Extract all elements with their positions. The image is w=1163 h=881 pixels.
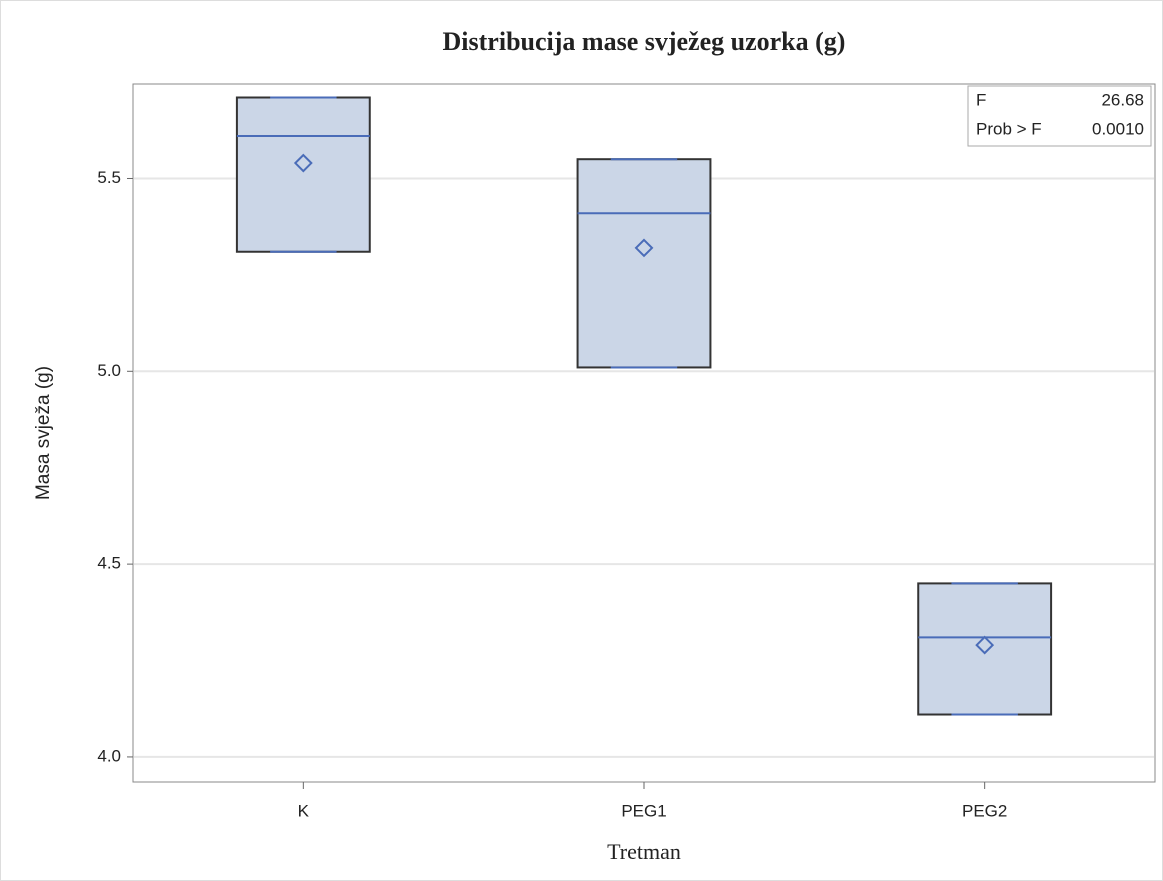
y-tick-label: 4.5 [97,554,121,573]
box [576,158,712,369]
x-tick-label: PEG2 [962,801,1007,820]
inset-value: 26.68 [1101,90,1144,109]
y-tick-label: 5.0 [97,361,121,380]
inset-label: Prob > F [976,119,1042,138]
y-tick-label: 4.0 [97,746,121,765]
x-axis-label: Tretman [607,839,681,864]
y-tick-label: 5.5 [97,168,121,187]
x-tick-label: K [298,801,310,820]
y-axis-label: Masa svježa (g) [33,366,54,500]
inset-box [967,85,1152,147]
chart-title: Distribucija mase svježeg uzorka (g) [443,27,846,56]
inset-label: F [976,90,986,109]
mean-marker [975,635,995,655]
mean-marker [634,238,654,258]
mean-marker [293,153,313,173]
box [235,96,371,253]
x-tick-label: PEG1 [621,801,666,820]
inset-value: 0.0010 [1092,119,1144,138]
box [917,582,1053,716]
